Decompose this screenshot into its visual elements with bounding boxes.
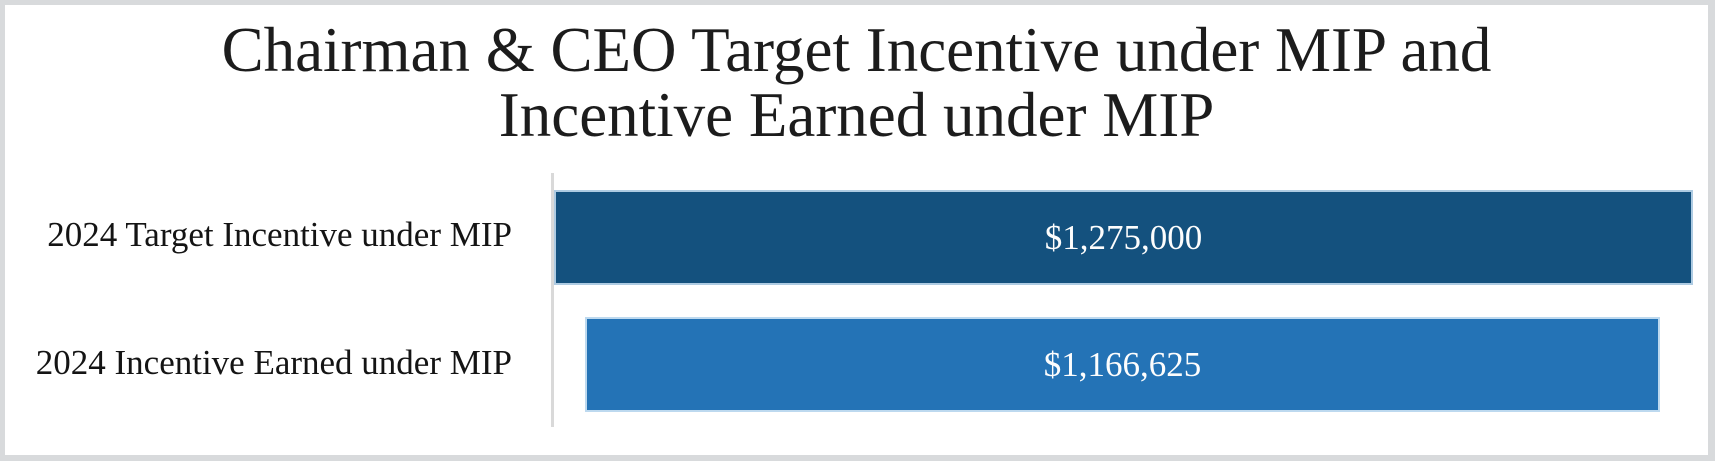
category-label-target-incentive: 2024 Target Incentive under MIP [47,215,512,254]
bar-incentive-earned: $1,166,625 [585,317,1660,412]
bar-value-label-incentive-earned: $1,166,625 [1043,344,1202,384]
category-label-incentive-earned: 2024 Incentive Earned under MIP [35,343,512,382]
bar-value-label-target-incentive: $1,275,000 [1044,217,1203,257]
chart-title: Chairman & CEO Target Incentive under MI… [5,18,1708,148]
chart-title-line-1: Chairman & CEO Target Incentive under MI… [221,15,1492,85]
chart-title-line-2: Incentive Earned under MIP [498,79,1215,150]
category-axis-line [551,173,554,427]
bar-target-incentive: $1,275,000 [554,190,1693,285]
